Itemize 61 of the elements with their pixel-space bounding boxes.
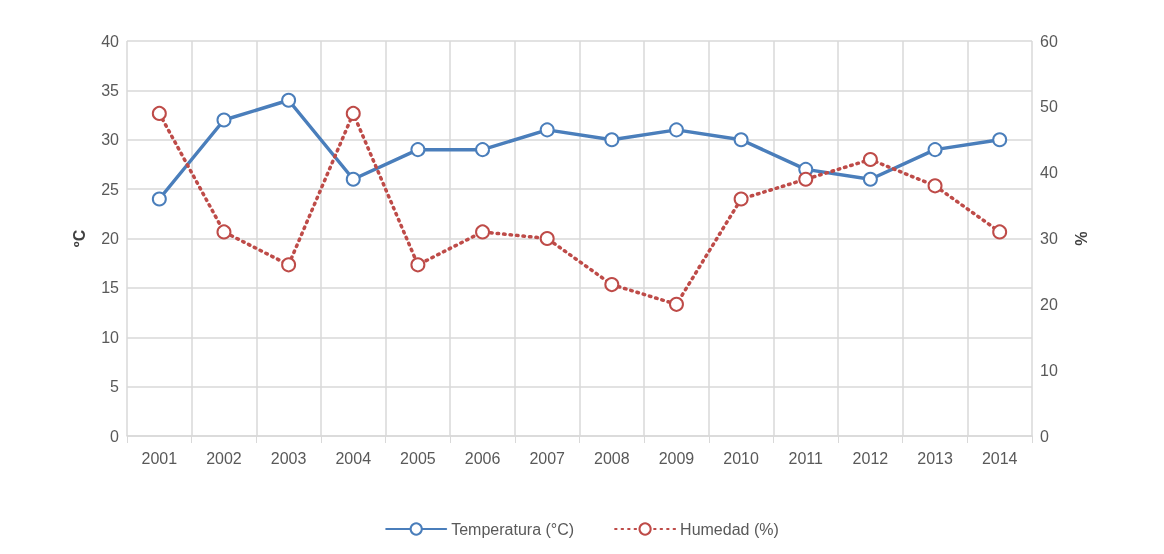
point <box>927 142 943 158</box>
y2-tick-label: 40 <box>1040 164 1058 182</box>
x-tick-label: 2003 <box>270 449 307 467</box>
point <box>539 231 555 246</box>
y2-tick-label: 50 <box>1040 98 1058 116</box>
point <box>410 142 426 158</box>
y-tick-label: 40 <box>101 32 120 50</box>
point <box>733 132 749 148</box>
point <box>281 257 297 273</box>
y-tick-label: 15 <box>101 279 120 297</box>
y-tick-label: 10 <box>101 328 120 346</box>
y-tick-label: 25 <box>101 180 120 198</box>
point <box>151 191 167 207</box>
y-tick-label: 30 <box>101 131 120 149</box>
legend-label: Humedad (%) <box>680 520 779 538</box>
y2-axis-title: % <box>1071 231 1089 246</box>
x-tick-label: 2006 <box>464 449 501 467</box>
y2-tick-label: 60 <box>1040 32 1058 50</box>
x-tick-label: 2008 <box>594 449 630 467</box>
point <box>992 224 1008 240</box>
y2-tick-label: 20 <box>1040 295 1058 313</box>
y-axis-title: ºC <box>70 229 88 248</box>
y-tick-label: 20 <box>101 230 120 247</box>
x-tick-label: 2014 <box>981 449 1018 467</box>
point <box>410 257 426 273</box>
x-tick-label: 2002 <box>206 449 242 467</box>
y2-tick-label: 10 <box>1040 361 1058 379</box>
y-tick-label: 0 <box>110 427 120 445</box>
point <box>345 171 361 187</box>
point <box>862 171 878 187</box>
point <box>668 122 684 138</box>
point <box>798 171 814 187</box>
point <box>216 224 232 240</box>
x-tick-label: 2001 <box>141 449 178 467</box>
y2-tick-label: 0 <box>1040 427 1049 445</box>
x-tick-label: 2009 <box>658 449 695 467</box>
point <box>151 105 167 121</box>
point <box>668 296 684 312</box>
point <box>475 224 491 240</box>
point <box>992 132 1008 148</box>
x-tick-label: 2010 <box>723 449 760 467</box>
x-tick-label: 2005 <box>400 449 436 467</box>
y2-tick-label: 30 <box>1040 230 1058 247</box>
x-tick-label: 2011 <box>788 449 824 467</box>
point <box>604 277 620 293</box>
x-tick-label: 2012 <box>852 449 889 467</box>
point <box>604 132 620 148</box>
y-tick-label: 5 <box>110 378 120 396</box>
legend-label: Temperatura (°C) <box>451 520 575 538</box>
point <box>733 191 749 207</box>
x-tick-label: 2013 <box>917 449 953 467</box>
x-tick-label: 2004 <box>335 449 372 467</box>
x-tick-label: 2007 <box>529 449 566 467</box>
point <box>345 105 361 121</box>
point <box>281 92 297 108</box>
point <box>927 178 943 194</box>
y-tick-label: 35 <box>101 81 120 99</box>
point <box>216 112 232 128</box>
point <box>539 122 555 138</box>
point <box>475 142 491 158</box>
point <box>862 152 878 167</box>
